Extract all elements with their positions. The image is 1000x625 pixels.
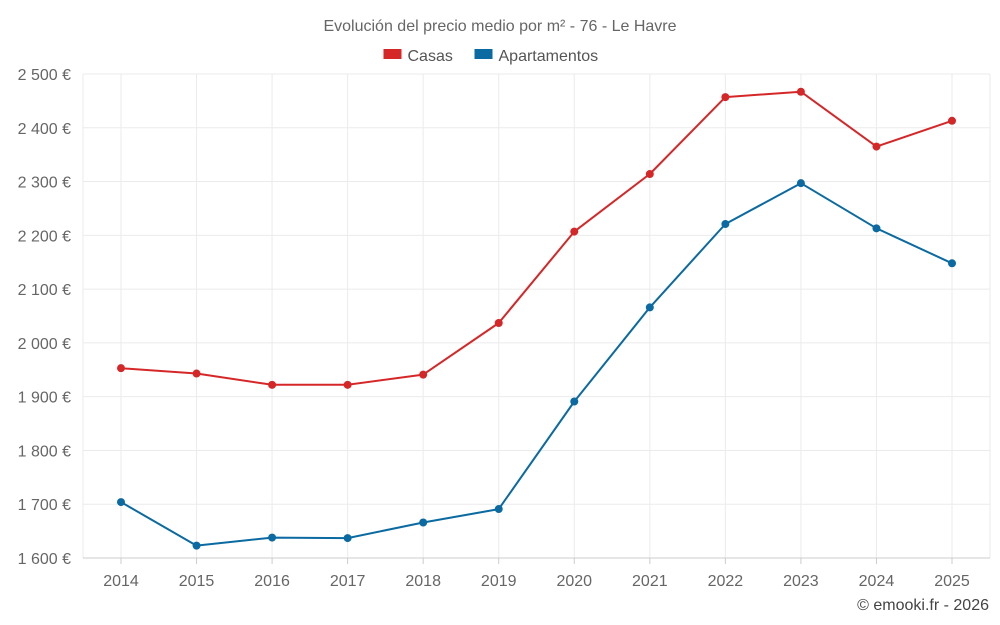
y-tick-label: 2 200 € xyxy=(18,228,71,245)
legend: Casas Apartamentos xyxy=(383,48,599,65)
data-point xyxy=(721,93,730,102)
data-point xyxy=(570,397,579,406)
series xyxy=(117,87,956,550)
data-point xyxy=(721,220,730,229)
y-tick-label: 2 000 € xyxy=(18,336,71,353)
x-tick-label: 2015 xyxy=(179,573,215,590)
data-point xyxy=(117,364,125,373)
data-point xyxy=(192,541,201,550)
series-line xyxy=(120,90,953,386)
data-point xyxy=(796,87,805,96)
data-point xyxy=(494,318,503,327)
y-tick-label: 2 500 € xyxy=(18,67,71,84)
grid xyxy=(82,73,991,558)
data-point xyxy=(419,518,428,527)
legend-swatch xyxy=(383,49,402,59)
y-tick-label: 2 400 € xyxy=(18,121,71,138)
x-tick-label: 2017 xyxy=(330,573,366,590)
data-point xyxy=(268,380,277,389)
y-tick-label: 1 900 € xyxy=(18,390,71,407)
legend-label: Casas xyxy=(408,48,453,65)
y-tick-label: 2 300 € xyxy=(18,175,71,192)
legend-label: Apartamentos xyxy=(499,48,599,65)
x-tick-label: 2018 xyxy=(405,573,441,590)
x-tick-label: 2021 xyxy=(632,573,668,590)
data-point xyxy=(117,498,125,507)
data-point xyxy=(872,224,881,233)
legend-item-apartamentos[interactable]: Apartamentos xyxy=(474,48,599,65)
data-point xyxy=(268,533,277,542)
axes: 1 600 € 1 700 € 1 800 € 1 900 € 2 000 € 2 100… xyxy=(18,67,990,590)
data-point xyxy=(494,505,503,514)
x-tick-label: 2025 xyxy=(934,573,970,590)
x-tick-label: 2020 xyxy=(556,573,592,590)
data-point xyxy=(343,534,352,543)
series-line xyxy=(120,182,953,547)
legend-item-casas[interactable]: Casas xyxy=(383,48,453,65)
x-tick-label: 2024 xyxy=(859,573,895,590)
data-point xyxy=(948,259,956,268)
y-tick-label: 2 100 € xyxy=(18,282,71,299)
y-tick-label: 1 800 € xyxy=(18,443,71,460)
chart-title: Evolución del precio medio por m² - 76 -… xyxy=(323,18,676,35)
data-point xyxy=(192,369,201,378)
x-tick-label: 2019 xyxy=(481,573,517,590)
data-point xyxy=(948,116,956,125)
data-point xyxy=(645,170,654,179)
data-point xyxy=(872,142,881,151)
series-casas xyxy=(117,87,956,389)
data-point xyxy=(343,380,352,389)
x-tick-label: 2014 xyxy=(103,573,139,590)
x-tick-label: 2016 xyxy=(254,573,290,590)
data-point xyxy=(570,227,579,236)
data-point xyxy=(796,179,805,188)
y-tick-label: 1 600 € xyxy=(18,551,71,568)
series-apartamentos xyxy=(117,179,956,550)
x-tick-label: 2022 xyxy=(708,573,744,590)
y-tick-label: 1 700 € xyxy=(18,497,71,514)
data-point xyxy=(645,303,654,312)
x-tick-label: 2023 xyxy=(783,573,819,590)
legend-swatch xyxy=(474,49,493,59)
data-point xyxy=(419,370,428,379)
credit-text: © emooki.fr - 2026 xyxy=(857,597,989,614)
